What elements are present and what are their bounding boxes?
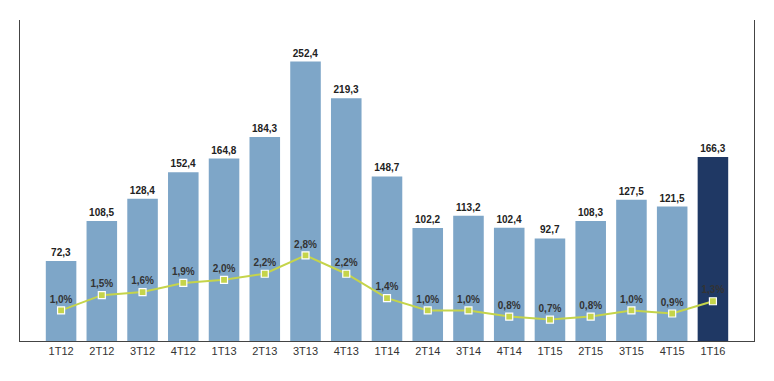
svg-text:1,0%: 1,0% [416,294,439,305]
svg-text:1T14: 1T14 [374,345,399,357]
svg-text:1,9%: 1,9% [172,266,195,277]
svg-text:2,2%: 2,2% [253,257,276,268]
svg-text:0,7%: 0,7% [539,303,562,314]
svg-text:2,0%: 2,0% [213,263,236,274]
svg-text:0,8%: 0,8% [498,300,521,311]
svg-text:1T13: 1T13 [212,345,237,357]
svg-text:3T12: 3T12 [130,345,155,357]
svg-text:72,3: 72,3 [51,247,71,258]
svg-text:108,3: 108,3 [578,207,603,218]
svg-text:1T15: 1T15 [537,345,562,357]
svg-text:1,0%: 1,0% [50,294,73,305]
svg-text:102,4: 102,4 [496,214,521,225]
svg-text:1,6%: 1,6% [131,275,154,286]
svg-text:2T13: 2T13 [252,345,277,357]
svg-text:4T13: 4T13 [334,345,359,357]
svg-text:4T15: 4T15 [660,345,685,357]
svg-text:128,4: 128,4 [130,185,155,196]
svg-text:102,2: 102,2 [415,214,440,225]
svg-text:2T12: 2T12 [89,345,114,357]
svg-text:1,0%: 1,0% [457,294,480,305]
svg-text:148,7: 148,7 [374,162,399,173]
svg-text:3T14: 3T14 [456,345,481,357]
svg-text:127,5: 127,5 [619,186,644,197]
svg-text:1T12: 1T12 [49,345,74,357]
svg-text:166,3: 166,3 [700,143,725,154]
svg-text:0,8%: 0,8% [579,300,602,311]
svg-text:1,5%: 1,5% [90,278,113,289]
svg-text:184,3: 184,3 [252,123,277,134]
svg-text:2T14: 2T14 [415,345,440,357]
svg-text:2,2%: 2,2% [335,257,358,268]
svg-text:113,2: 113,2 [456,202,481,213]
svg-text:0,9%: 0,9% [661,297,684,308]
svg-text:92,7: 92,7 [540,224,560,235]
svg-text:4T12: 4T12 [171,345,196,357]
svg-text:3T13: 3T13 [293,345,318,357]
svg-text:4T14: 4T14 [497,345,522,357]
svg-text:2,8%: 2,8% [294,239,317,250]
svg-text:1,4%: 1,4% [376,281,399,292]
svg-text:1T16: 1T16 [700,345,725,357]
svg-text:1,3%: 1,3% [702,284,725,295]
svg-text:164,8: 164,8 [211,145,236,156]
svg-text:1,0%: 1,0% [620,294,643,305]
svg-text:252,4: 252,4 [293,48,318,59]
svg-text:219,3: 219,3 [334,84,359,95]
svg-text:3T15: 3T15 [619,345,644,357]
svg-text:108,5: 108,5 [89,207,114,218]
svg-text:152,4: 152,4 [171,158,196,169]
svg-text:2T15: 2T15 [578,345,603,357]
svg-text:121,5: 121,5 [659,193,684,204]
